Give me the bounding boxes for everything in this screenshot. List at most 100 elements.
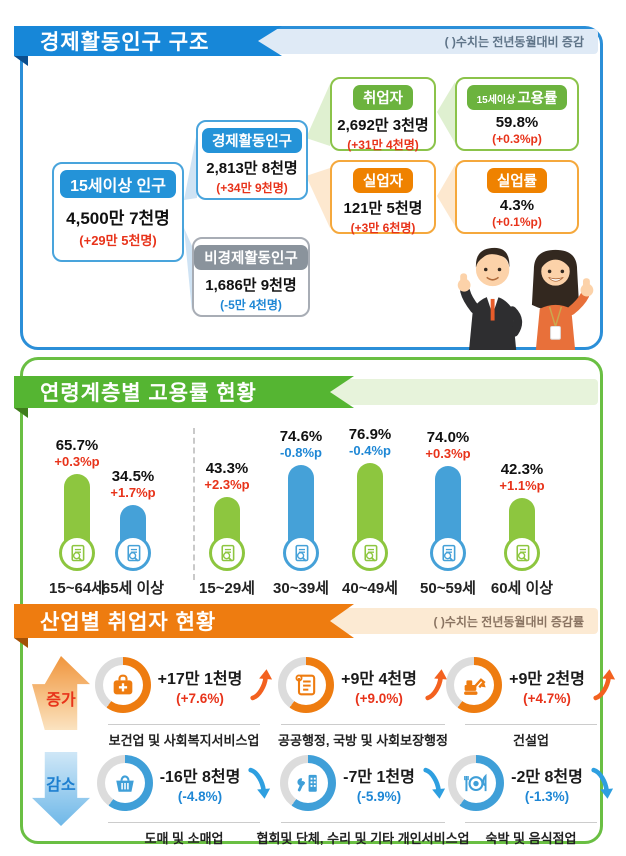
industry-rate: (+4.7%) — [523, 690, 571, 706]
decrease-label: 감소 — [46, 777, 76, 794]
box-change: (+34만 9천명) — [216, 181, 288, 195]
industry-name: 도매 및 소매업 — [144, 831, 224, 846]
up-swoosh-icon — [425, 669, 447, 701]
industry-name: 공공행정, 국방 및 사회보장행정 — [278, 733, 448, 748]
industry-value: -7만 1천명 — [343, 768, 415, 786]
age-bar-item: 76.9% -0.4%p 40~49세 — [332, 424, 408, 598]
scroll-icon — [278, 657, 335, 713]
bar-value-label: 42.3% — [500, 461, 544, 478]
up-swoosh-icon — [593, 669, 615, 701]
box-population-15plus: 15세이상 인구 4,500만 7천명 (+29만 5천명) — [52, 162, 184, 262]
bar-value-label: 74.0% — [426, 429, 470, 446]
industry-name: 보건업 및 사회복지서비스업 — [108, 733, 260, 748]
document-magnifier-icon — [504, 535, 540, 571]
box-label-main: 고용률 — [517, 91, 558, 107]
divider — [108, 822, 260, 823]
industry-rate: (+7.6%) — [176, 690, 224, 706]
industry-value: +9만 2천명 — [509, 670, 585, 688]
age-bar-item: 74.0% +0.3%p 50~59세 — [410, 424, 486, 598]
bar-change-label: +0.3%p — [425, 446, 471, 461]
bar-category-label: 30~39세 — [273, 580, 329, 597]
box-change: (-5만 4천명) — [220, 298, 282, 312]
industry-rate: (+9.0%) — [355, 690, 403, 706]
divider — [465, 822, 597, 823]
box-change: (+0.1%p) — [492, 215, 542, 229]
age-bar-item: 42.3% +1.1%p 60세 이상 — [484, 424, 560, 598]
box-label: 실업자 — [352, 168, 414, 193]
age-employment-chart: 65.7% +0.3%p 15~64세 34.5% +1.7%p 65세 이상 43.3… — [30, 424, 596, 598]
document-magnifier-icon — [209, 535, 245, 571]
industry-item-accommodation-food: -2만 8천명 (-1.3%) 숙박 및 음식점업 — [448, 748, 613, 847]
chart-group-divider — [193, 428, 195, 580]
box-unemployed: 실업자 121만 5천명 (+3만 6천명) — [330, 160, 436, 235]
bar — [59, 474, 95, 571]
industry-name: 협회및 단체, 수리 및 기타 개인서비스업 — [256, 831, 470, 846]
industry-rate: (-1.3%) — [524, 788, 570, 804]
industry-value: +9만 4천명 — [341, 670, 417, 688]
bar — [115, 505, 151, 571]
bar-change-label: -0.4%p — [349, 443, 391, 458]
bar-value-label: 34.5% — [111, 468, 155, 485]
industry-name: 숙박 및 음식점업 — [485, 831, 577, 846]
document-magnifier-icon — [352, 535, 388, 571]
box-value: 4.3% — [499, 197, 535, 214]
decrease-row: -16만 8천명 (-4.8%) 도매 및 소매업 — [96, 748, 613, 847]
section3-note: ( )수치는 전년동월대비 증감률 — [330, 608, 598, 634]
excavator-icon — [446, 657, 503, 713]
woman-figure — [531, 249, 594, 350]
people-illustration — [457, 247, 594, 350]
industry-item-construction: +9만 2천명 (+4.7%) 건설업 — [446, 650, 615, 749]
industry-rate: (-4.8%) — [177, 788, 223, 804]
box-change: (+31만 4천명) — [347, 138, 419, 152]
section2-ribbon-fold — [14, 408, 28, 418]
bar-category-label: 50~59세 — [420, 580, 476, 597]
box-label: 취업자 — [352, 85, 414, 110]
bar-change-label: +0.3%p — [54, 454, 100, 469]
bar-value-label: 76.9% — [348, 426, 392, 443]
bar-value-label: 65.7% — [55, 437, 99, 454]
box-change: (+29만 5천명) — [79, 233, 157, 248]
medical-bag-icon — [94, 657, 151, 713]
bar-change-label: +1.1%p — [499, 478, 545, 493]
down-swoosh-icon — [248, 767, 271, 799]
man-figure — [457, 247, 523, 350]
box-value: 2,692만 3천명 — [337, 117, 429, 134]
divider — [465, 724, 597, 725]
industry-value: -2만 8천명 — [511, 768, 583, 786]
industry-item-health: +17만 1천명 (+7.6%) 보건업 및 사회복지서비스업 — [94, 650, 273, 749]
industry-name: 건설업 — [513, 733, 549, 748]
bar-category-label: 40~49세 — [342, 580, 398, 597]
divider — [281, 822, 445, 823]
section1-note: ( )수치는 전년동월대비 증감 — [255, 29, 598, 54]
down-swoosh-icon — [423, 767, 445, 799]
industry-item-public-admin: +9만 4천명 (+9.0%) 공공행정, 국방 및 사회보장행정 — [270, 650, 456, 749]
bar — [504, 498, 540, 571]
divider — [281, 724, 445, 725]
box-label: 15세이상 인구 — [60, 170, 176, 198]
bar-category-label: 60세 이상 — [490, 580, 554, 597]
box-label: 경제활동인구 — [201, 128, 303, 153]
document-magnifier-icon — [283, 535, 319, 571]
section3-title: 산업별 취업자 현황 — [14, 604, 354, 638]
box-label-small: 15세이상 — [476, 95, 516, 106]
bar — [352, 463, 388, 571]
box-change: (+0.3%p) — [492, 132, 542, 146]
section1-ribbon-fold — [14, 56, 28, 66]
age-bar-item: 65.7% +0.3%p 15~64세 — [39, 424, 115, 598]
age-bar-item: 34.5% +1.7%p 65세 이상 — [95, 424, 171, 598]
divider — [108, 724, 260, 725]
bar — [430, 466, 466, 571]
section3-ribbon-fold — [14, 638, 28, 648]
age-bar-item: 74.6% -0.8%p 30~39세 — [263, 424, 339, 598]
basket-icon — [96, 755, 153, 811]
bar-category-label: 15~64세 — [49, 580, 105, 597]
section1-title: 경제활동인구 구조 — [14, 26, 282, 56]
box-label: 15세이상 고용률 — [466, 85, 568, 110]
industry-value: +17만 1천명 — [157, 670, 243, 688]
box-value: 121만 5천명 — [343, 200, 423, 217]
section2-strip — [330, 379, 598, 405]
restaurant-icon — [448, 755, 505, 811]
industry-item-associations-repair: -7만 1천명 (-5.9%) 협회및 단체, 수리 및 기타 개인서비스업 — [256, 748, 470, 847]
up-swoosh-icon — [250, 669, 273, 701]
